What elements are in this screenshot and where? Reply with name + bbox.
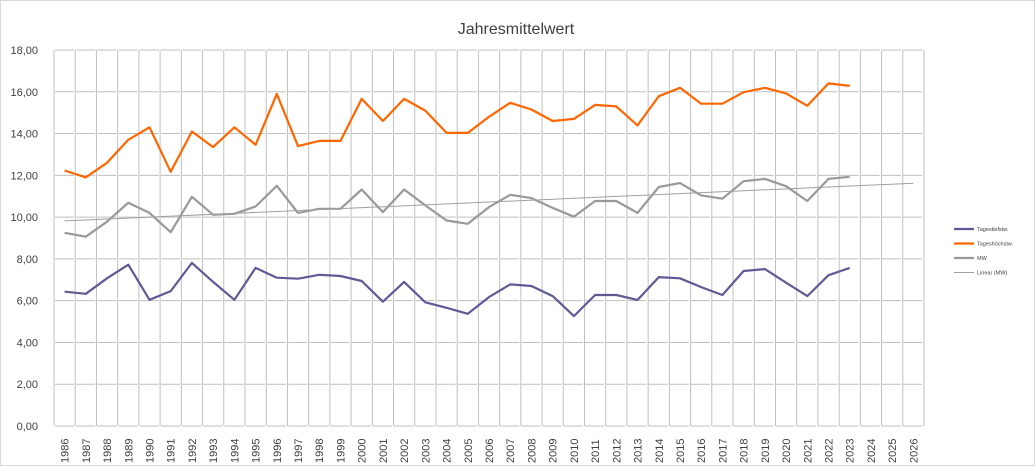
y-tick-label: 18,00 <box>10 45 38 57</box>
x-tick-label: 1987 <box>81 439 93 463</box>
x-tick-label: 2025 <box>887 439 899 463</box>
x-tick-label: 1997 <box>293 439 305 463</box>
x-tick-label: 2019 <box>760 439 772 463</box>
trendline <box>65 183 914 221</box>
x-tick-label: 1988 <box>102 439 114 463</box>
x-tick-label: 1998 <box>314 439 326 463</box>
x-tick-label: 2017 <box>717 439 729 463</box>
x-tick-label: 2005 <box>463 439 475 463</box>
x-tick-label: 1991 <box>166 439 178 463</box>
y-tick-label: 8,00 <box>17 254 38 266</box>
x-tick-label: 2020 <box>781 439 793 463</box>
x-tick-label: 1992 <box>187 439 199 463</box>
x-tick-label: 1996 <box>272 439 284 463</box>
x-tick-label: 1989 <box>123 439 135 463</box>
x-tick-label: 1990 <box>144 439 156 463</box>
y-tick-label: 12,00 <box>10 170 38 182</box>
x-tick-label: 2016 <box>696 439 708 463</box>
x-tick-label: 2023 <box>845 439 857 463</box>
x-tick-label: 2001 <box>378 439 390 463</box>
legend-label: MW <box>977 256 988 262</box>
x-tick-label: 1994 <box>229 439 241 463</box>
x-tick-label: 2000 <box>357 439 369 463</box>
x-tick-label: 2015 <box>675 439 687 463</box>
x-tick-label: 2002 <box>399 439 411 463</box>
y-axis: 0,00 2,00 4,00 6,00 8,00 10,00 12,00 14,00 16,00… <box>10 45 38 433</box>
x-tick-label: 2010 <box>569 439 581 463</box>
y-tick-label: 6,00 <box>17 296 38 308</box>
x-tick-label: 2004 <box>442 439 454 463</box>
chart-title: Jahresmittelwert <box>458 21 575 38</box>
x-axis: 1986 1987 1988 1989 1990 1991 1992 1993 1994 1995… <box>60 439 921 463</box>
y-tick-label: 16,00 <box>10 87 38 99</box>
x-tick-label: 1986 <box>60 439 72 463</box>
legend-label: Tageshöchstw. <box>977 242 1014 248</box>
x-tick-label: 2008 <box>526 439 538 463</box>
x-tick-label: 2024 <box>866 439 878 463</box>
x-tick-label: 1999 <box>335 439 347 463</box>
legend-label: Linear (MW) <box>977 271 1007 277</box>
x-tick-label: 1995 <box>251 439 263 463</box>
x-tick-label: 2013 <box>633 439 645 463</box>
gridlines <box>54 50 924 426</box>
x-tick-label: 2021 <box>802 439 814 463</box>
x-tick-label: 1993 <box>208 439 220 463</box>
x-tick-label: 2011 <box>590 439 602 463</box>
x-tick-label: 2007 <box>505 439 517 463</box>
series-lines <box>65 83 914 316</box>
x-tick-label: 2014 <box>654 439 666 463</box>
x-tick-label: 2006 <box>484 439 496 463</box>
x-tick-label: 2003 <box>420 439 432 463</box>
y-tick-label: 10,00 <box>10 212 38 224</box>
y-tick-label: 14,00 <box>10 129 38 141</box>
x-tick-label: 2026 <box>908 439 920 463</box>
x-tick-label: 2022 <box>824 439 836 463</box>
legend: Tagestiefstw. Tageshöchstw. MW Linear (MW) <box>954 227 1014 277</box>
y-tick-label: 4,00 <box>17 337 38 349</box>
x-tick-label: 2018 <box>739 439 751 463</box>
y-tick-label: 2,00 <box>17 379 38 391</box>
legend-label: Tagestiefstw. <box>977 227 1009 233</box>
x-tick-label: 2012 <box>611 439 623 463</box>
x-tick-label: 2009 <box>548 439 560 463</box>
y-tick-label: 0,00 <box>17 421 38 433</box>
